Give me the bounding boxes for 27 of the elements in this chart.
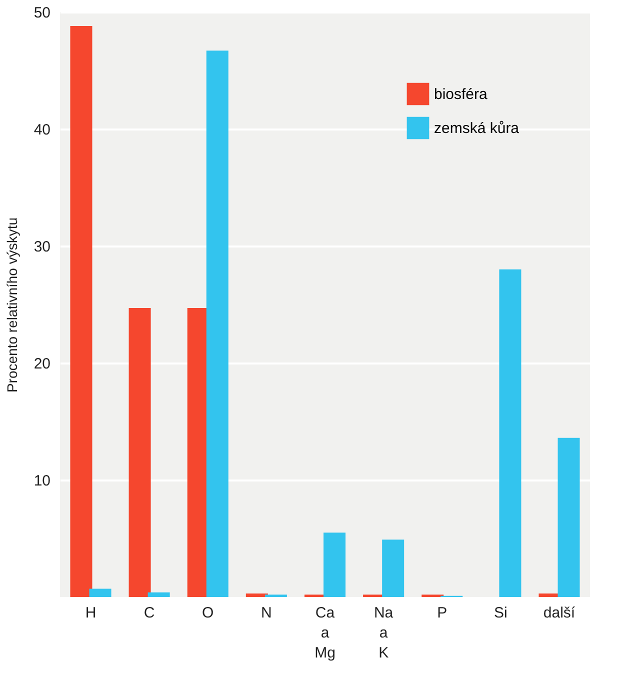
x-tick-label: Na a K bbox=[374, 604, 394, 662]
x-tick-label: P bbox=[437, 604, 448, 622]
legend-label: zemská kůra bbox=[434, 120, 520, 137]
bar bbox=[70, 26, 92, 597]
y-tick-label: 10 bbox=[34, 472, 50, 490]
bar bbox=[148, 592, 170, 597]
x-tick-label: H bbox=[85, 604, 96, 622]
y-tick-label: 20 bbox=[34, 356, 50, 372]
y-tick-label: 30 bbox=[34, 238, 50, 256]
legend-label: biosféra bbox=[434, 86, 488, 103]
x-tick-label: Si bbox=[494, 604, 508, 622]
y-tick-label: 40 bbox=[34, 122, 50, 138]
bar bbox=[558, 438, 580, 597]
bar bbox=[89, 588, 112, 597]
x-tick-label: Ca a Mg bbox=[314, 604, 336, 662]
bar bbox=[324, 532, 346, 597]
y-axis-title: Procento relativního výskytu bbox=[4, 217, 20, 393]
bar bbox=[382, 540, 404, 597]
x-tick-label: další bbox=[543, 604, 576, 622]
bar bbox=[246, 593, 268, 597]
x-tick-label: N bbox=[261, 604, 272, 622]
y-tick-label: 50 bbox=[34, 4, 50, 22]
x-tick-label: O bbox=[202, 604, 214, 622]
x-tick-label: C bbox=[144, 604, 155, 622]
bar bbox=[128, 308, 151, 597]
bar bbox=[499, 269, 522, 597]
bar bbox=[206, 50, 228, 597]
